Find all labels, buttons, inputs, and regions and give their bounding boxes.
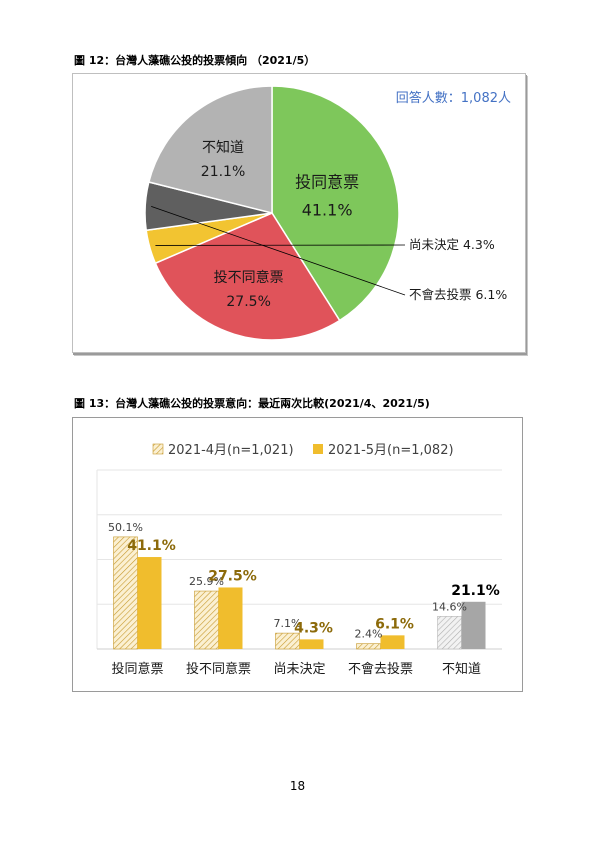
bar-label-april: 50.1% [108, 521, 143, 534]
pie-slice-vote-no [154, 212, 341, 341]
pie-label-name: 投不同意票 [214, 269, 284, 286]
bar-april [194, 590, 219, 650]
bar-label-april: 25.9% [189, 575, 224, 588]
bar-chart: 2021-4月(n=1,021) 2021-5月(n=1,082) 50.1% 41… [96, 443, 502, 677]
bar-label-april: 2.4% [355, 628, 383, 641]
legend-swatch-may [313, 444, 323, 454]
bar-label-april: 14.6% [432, 600, 467, 613]
bar-chart-frame: 2021-4月(n=1,021) 2021-5月(n=1,082) 50.1% 41… [72, 417, 523, 692]
respondents-count: 回答人數：1,082人 [396, 90, 511, 106]
bar-category-label: 不會去投票 [348, 661, 413, 677]
bar-category-label: 不知道 [442, 661, 481, 677]
pie-label-value: 21.1% [201, 164, 245, 180]
bar-label-may: 27.5% [208, 568, 257, 584]
bar-label-may: 21.1% [451, 583, 500, 599]
page-number: 18 [289, 779, 306, 793]
bar-label-may: 6.1% [375, 616, 414, 632]
bar-category-label: 投同意票 [111, 661, 163, 677]
legend-label-april: 2021-4月(n=1,021) [168, 443, 294, 458]
pie-label-name: 不知道 [202, 139, 244, 156]
figure-13-caption: 圖 13：台灣人藻礁公投的投票意向：最近兩次比較(2021/4、2021/5) [74, 397, 430, 410]
bar-may [380, 635, 405, 649]
figure-12-caption: 圖 12：台灣人藻礁公投的投票傾向 （2021/5） [74, 54, 316, 67]
pie-label-outer: 尚未決定 4.3% [409, 237, 495, 252]
pie-slice-dont-know [147, 85, 273, 214]
bar-april [437, 616, 462, 650]
pie-leader-line [151, 205, 406, 296]
pie-chart-frame: 投同意票 41.1% 投不同意票 27.5% 不知道 21.1% 尚未決定 4.3% 不會去投… [72, 73, 526, 353]
bar-may [461, 601, 486, 649]
bar-label-may: 4.3% [294, 620, 333, 636]
bar-may [137, 557, 162, 649]
bar-april [356, 643, 381, 650]
legend-label-may: 2021-5月(n=1,082) [328, 443, 454, 458]
pie-label-name: 投同意票 [295, 173, 359, 192]
legend-swatch-april [152, 443, 164, 455]
bar-may [299, 639, 324, 649]
bar-label-may: 41.1% [127, 538, 176, 554]
pie-chart: 投同意票 41.1% 投不同意票 27.5% 不知道 21.1% 尚未決定 4.3% 不會去投… [144, 85, 511, 341]
pie-label-value: 41.1% [302, 201, 353, 220]
bar-category-label: 投不同意票 [186, 661, 251, 677]
bar-label-april: 7.1% [274, 617, 302, 630]
bar-category-label: 尚未決定 [273, 662, 325, 677]
pie-slice-vote-yes [271, 85, 400, 322]
pie-label-outer: 不會去投票 6.1% [409, 287, 507, 302]
pie-label-value: 27.5% [226, 294, 270, 310]
bar-may [218, 587, 243, 649]
